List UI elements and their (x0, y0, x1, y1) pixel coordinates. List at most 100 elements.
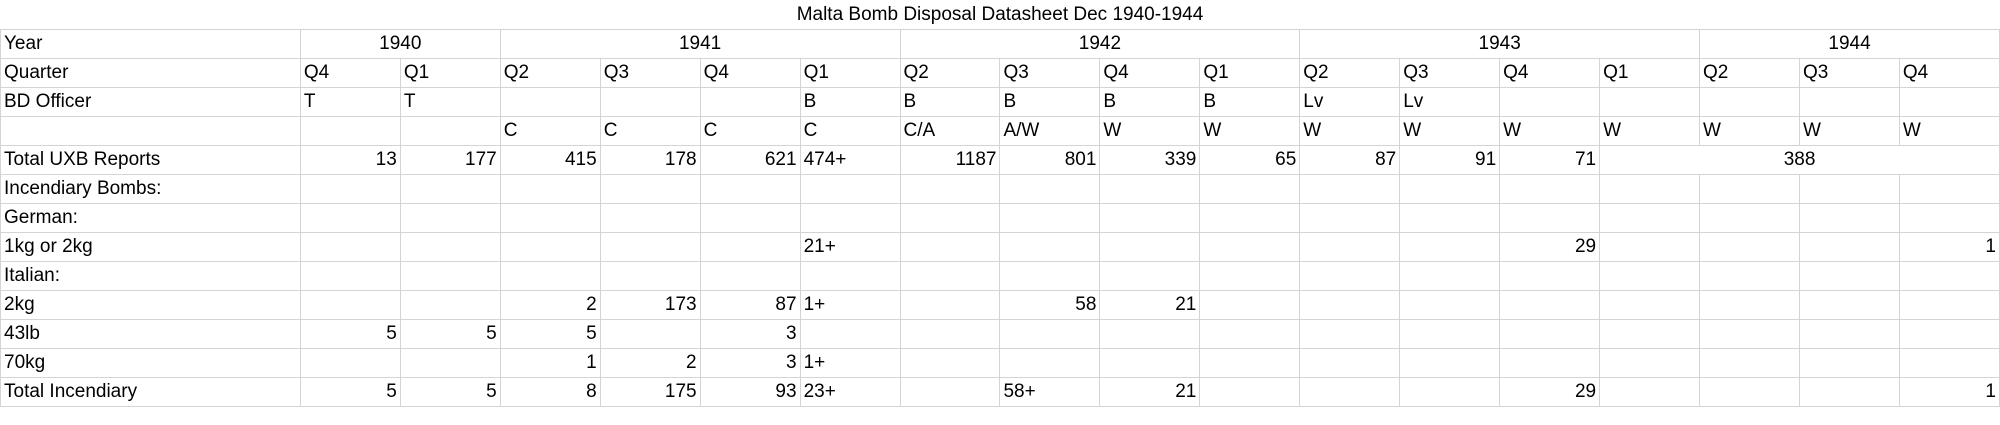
table-cell: 71 (1499, 145, 1601, 175)
table-cell: Lv (1299, 87, 1401, 117)
table-cell: 173 (599, 290, 701, 320)
table-cell: 1187 (899, 145, 1001, 175)
table-cell: Q1 (799, 58, 901, 88)
table-cell: 21+ (799, 232, 901, 262)
table-cell: 178 (599, 145, 701, 175)
table-cell (1798, 290, 1900, 320)
table-cell: 65 (1199, 145, 1301, 175)
table-cell: Q2 (899, 58, 1001, 88)
table-cell: 1 (1898, 377, 2000, 407)
table-cell: 3 (699, 348, 801, 378)
table-cell: Q3 (1798, 58, 1900, 88)
table-cell: 1940 (299, 29, 501, 59)
table-cell (1898, 319, 2000, 349)
table-cell: B (899, 87, 1001, 117)
table-cell: Q2 (1699, 58, 1800, 88)
table-cell: 58+ (999, 377, 1101, 407)
table-cell (1199, 290, 1301, 320)
table-cell (999, 261, 1101, 291)
table-cell: Q4 (1499, 58, 1601, 88)
row-label: Year (0, 29, 301, 59)
table-cell (1099, 261, 1201, 291)
table-cell: W (1499, 116, 1601, 146)
table-cell (899, 203, 1001, 233)
table-cell: B (799, 87, 901, 117)
table-cell: 87 (1299, 145, 1401, 175)
table-row: 70kg 1 2 3 1+ (0, 348, 2000, 378)
table-cell (1199, 174, 1301, 204)
row-label (0, 116, 301, 146)
table-row: 43lb 5 5 5 3 (0, 319, 2000, 349)
table-cell: 177 (399, 145, 501, 175)
table-cell: W (1798, 116, 1900, 146)
table-cell: 415 (499, 145, 601, 175)
table-cell (1699, 319, 1800, 349)
table-cell: 5 (299, 377, 401, 407)
table-cell (1699, 87, 1800, 117)
table-cell (999, 232, 1101, 262)
table-cell (499, 203, 601, 233)
table-cell (1599, 261, 1701, 291)
table-cell (1399, 232, 1501, 262)
table-cell (1599, 232, 1701, 262)
table-cell (899, 174, 1001, 204)
table-cell (1199, 319, 1301, 349)
table-cell (299, 174, 401, 204)
table-cell: C (799, 116, 901, 146)
table-cell: 21 (1099, 377, 1201, 407)
table-cell (699, 232, 801, 262)
table-cell (399, 261, 501, 291)
table-cell: B (1099, 87, 1201, 117)
table-cell: T (399, 87, 501, 117)
table-cell (499, 174, 601, 204)
table-cell (1499, 174, 1601, 204)
table-cell (1499, 319, 1601, 349)
table-row: German: (0, 203, 2000, 233)
table-cell: 1944 (1699, 29, 2000, 59)
table-cell (299, 348, 401, 378)
table-cell (1798, 261, 1900, 291)
table-cell (1898, 290, 2000, 320)
table-cell (499, 87, 601, 117)
table-cell (1599, 319, 1701, 349)
row-label: Total Incendiary (0, 377, 301, 407)
table-cell (1099, 232, 1201, 262)
table-cell (999, 203, 1101, 233)
table-cell: A/W (999, 116, 1101, 146)
table-cell: 474+ (799, 145, 901, 175)
table-cell: 87 (699, 290, 801, 320)
table-cell (999, 319, 1101, 349)
table-cell: W (1699, 116, 1800, 146)
table-cell (399, 290, 501, 320)
table-cell (1399, 203, 1501, 233)
row-label: 1kg or 2kg (0, 232, 301, 262)
table-cell (499, 261, 601, 291)
table-cell: 5 (299, 319, 401, 349)
row-label: Incendiary Bombs: (0, 174, 301, 204)
table-cell: C/A (899, 116, 1001, 146)
table-cell (1798, 319, 1900, 349)
row-label: 43lb (0, 319, 301, 349)
table-cell (1699, 232, 1800, 262)
table-cell (399, 348, 501, 378)
table-cell: 2 (599, 348, 701, 378)
table-cell (1399, 319, 1501, 349)
table-cell (599, 87, 701, 117)
table-cell: Q1 (1199, 58, 1301, 88)
table-cell: 801 (999, 145, 1101, 175)
table-row: Incendiary Bombs: (0, 174, 2000, 204)
table-cell: B (1199, 87, 1301, 117)
table-cell (1299, 232, 1401, 262)
table-cell (1798, 203, 1900, 233)
table-cell: Q4 (1898, 58, 2000, 88)
table-cell: 29 (1499, 377, 1601, 407)
table-cell (699, 261, 801, 291)
table-cell (299, 232, 401, 262)
table-cell (1099, 319, 1201, 349)
table-cell (399, 116, 501, 146)
table-cell (1699, 348, 1800, 378)
table-cell: Q4 (1099, 58, 1201, 88)
table-cell: Q3 (999, 58, 1101, 88)
table-row: BD Officer T T B B B B B Lv Lv (0, 87, 2000, 117)
table-cell: 5 (399, 319, 501, 349)
